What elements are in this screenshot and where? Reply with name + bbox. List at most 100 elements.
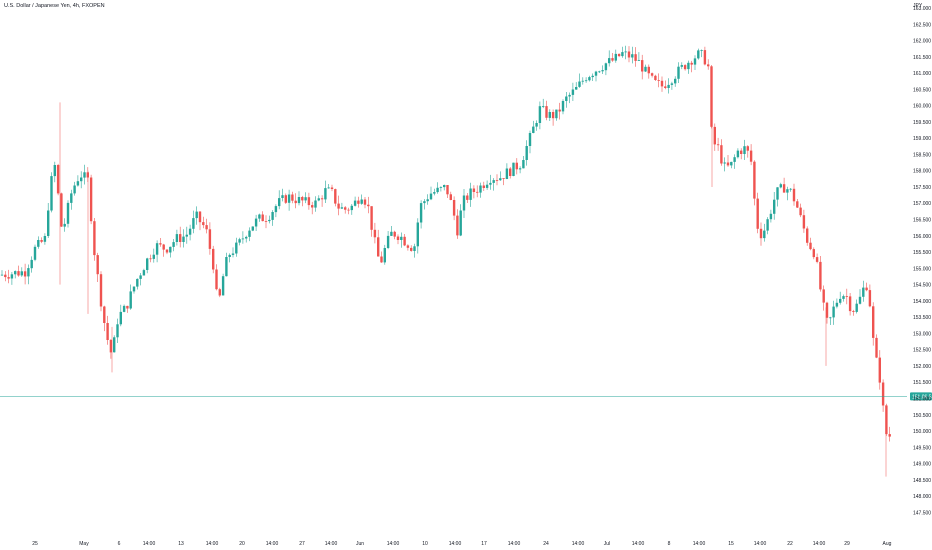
candle-body (548, 112, 551, 118)
candle-body (835, 302, 839, 307)
candle-body (489, 182, 492, 185)
candle-body (33, 246, 37, 260)
time-tick-label: 15 (728, 541, 734, 547)
candle-body (509, 168, 512, 176)
candle-body (875, 337, 878, 358)
candle-body (271, 212, 274, 220)
price-tick-label: 158.500 (913, 152, 931, 158)
candle-body (459, 210, 462, 236)
candle-body (733, 157, 736, 162)
candle-body (225, 257, 228, 277)
price-tick-label: 159.500 (913, 120, 931, 126)
candle-body (782, 184, 786, 193)
candle-body (23, 271, 27, 277)
time-tick-label: 14:00 (387, 541, 400, 547)
candle-body (466, 195, 469, 200)
price-tick-label: 149.000 (913, 462, 931, 468)
candle-body (103, 306, 106, 323)
candle-body (439, 187, 443, 188)
price-tick-label: 155.000 (913, 266, 931, 272)
candle-body (367, 204, 370, 207)
candle-body (132, 286, 136, 292)
candle-body (842, 296, 845, 299)
candle-body (624, 51, 627, 53)
candle-body (221, 276, 225, 296)
candle-body (743, 146, 746, 154)
price-tick-label: 157.000 (913, 201, 931, 207)
price-tick-label: 148.500 (913, 478, 931, 484)
candle-body (294, 200, 297, 204)
candle-body (839, 298, 842, 303)
candle-body (845, 296, 848, 297)
candle-body (373, 229, 377, 238)
time-tick-label: 14:00 (508, 541, 521, 547)
candle-body (462, 195, 466, 211)
candle-body (284, 195, 287, 203)
price-tick-label: 149.500 (913, 445, 931, 451)
candle-body (393, 231, 396, 237)
candle-body (446, 185, 449, 195)
candle-body (855, 303, 858, 312)
candle-body (759, 228, 763, 239)
candle-body (172, 242, 175, 247)
candle-body (604, 63, 608, 71)
candle-body (773, 199, 776, 214)
candle-body (819, 261, 822, 290)
time-tick-label: 29 (844, 541, 850, 547)
candle-body (799, 207, 802, 216)
candle-body (848, 296, 852, 312)
time-tick-label: 27 (299, 541, 305, 547)
candle-body (314, 200, 317, 208)
price-tick-label: 151.500 (913, 380, 931, 386)
candle-body (155, 243, 159, 255)
candle-body (419, 203, 423, 223)
candle-body (287, 194, 291, 203)
price-tick-label: 148.000 (913, 494, 931, 500)
candle-body (215, 269, 218, 290)
candle-body (690, 62, 693, 65)
candle-body (73, 185, 76, 194)
candle-body (109, 340, 113, 353)
candle-body (769, 213, 773, 220)
candle-body (825, 302, 829, 318)
candle-body (535, 123, 538, 127)
candle-body (608, 58, 611, 64)
candle-body (327, 187, 330, 189)
candle-body (660, 80, 664, 87)
candle-body (7, 277, 10, 279)
candle-body (492, 180, 495, 183)
candle-body (763, 230, 766, 239)
time-tick-label: 14:00 (325, 541, 338, 547)
candle-body (551, 112, 555, 119)
candle-body (212, 248, 215, 270)
time-tick-label: 10 (422, 541, 428, 547)
candle-body (185, 234, 188, 237)
time-tick-label: 20 (239, 541, 245, 547)
candle-body (347, 209, 350, 211)
candle-body (83, 172, 86, 178)
candle-body (796, 201, 799, 208)
candle-body (353, 200, 357, 206)
candle-body (786, 189, 789, 193)
last-price-line-layer: 151.06.53 (0, 392, 932, 401)
price-scale[interactable]: 163.000 162.500 162.000 161.500 161.000 160.5… (913, 3, 931, 516)
candle-body (502, 178, 505, 179)
time-scale[interactable]: 25 May 6 14:00 13 14:00 20 14:00 27 14:00 Jun 14:00… (32, 541, 891, 547)
time-tick-label: 14:00 (813, 541, 826, 547)
price-tick-label: 152.000 (913, 364, 931, 370)
time-tick-label: 13 (178, 541, 184, 547)
candle-body (96, 255, 99, 275)
candle-body (317, 198, 320, 201)
candle-body (525, 146, 528, 160)
candle-body (304, 197, 307, 201)
time-tick-label: 14:00 (266, 541, 279, 547)
candle-body (413, 246, 416, 251)
time-tick-label: 14:00 (572, 541, 585, 547)
candle-body (281, 195, 284, 198)
candle-body (43, 236, 47, 242)
price-tick-label: 150.000 (913, 429, 931, 435)
candle-body (472, 188, 476, 192)
candle-body (789, 188, 792, 190)
candle-body (426, 199, 429, 202)
